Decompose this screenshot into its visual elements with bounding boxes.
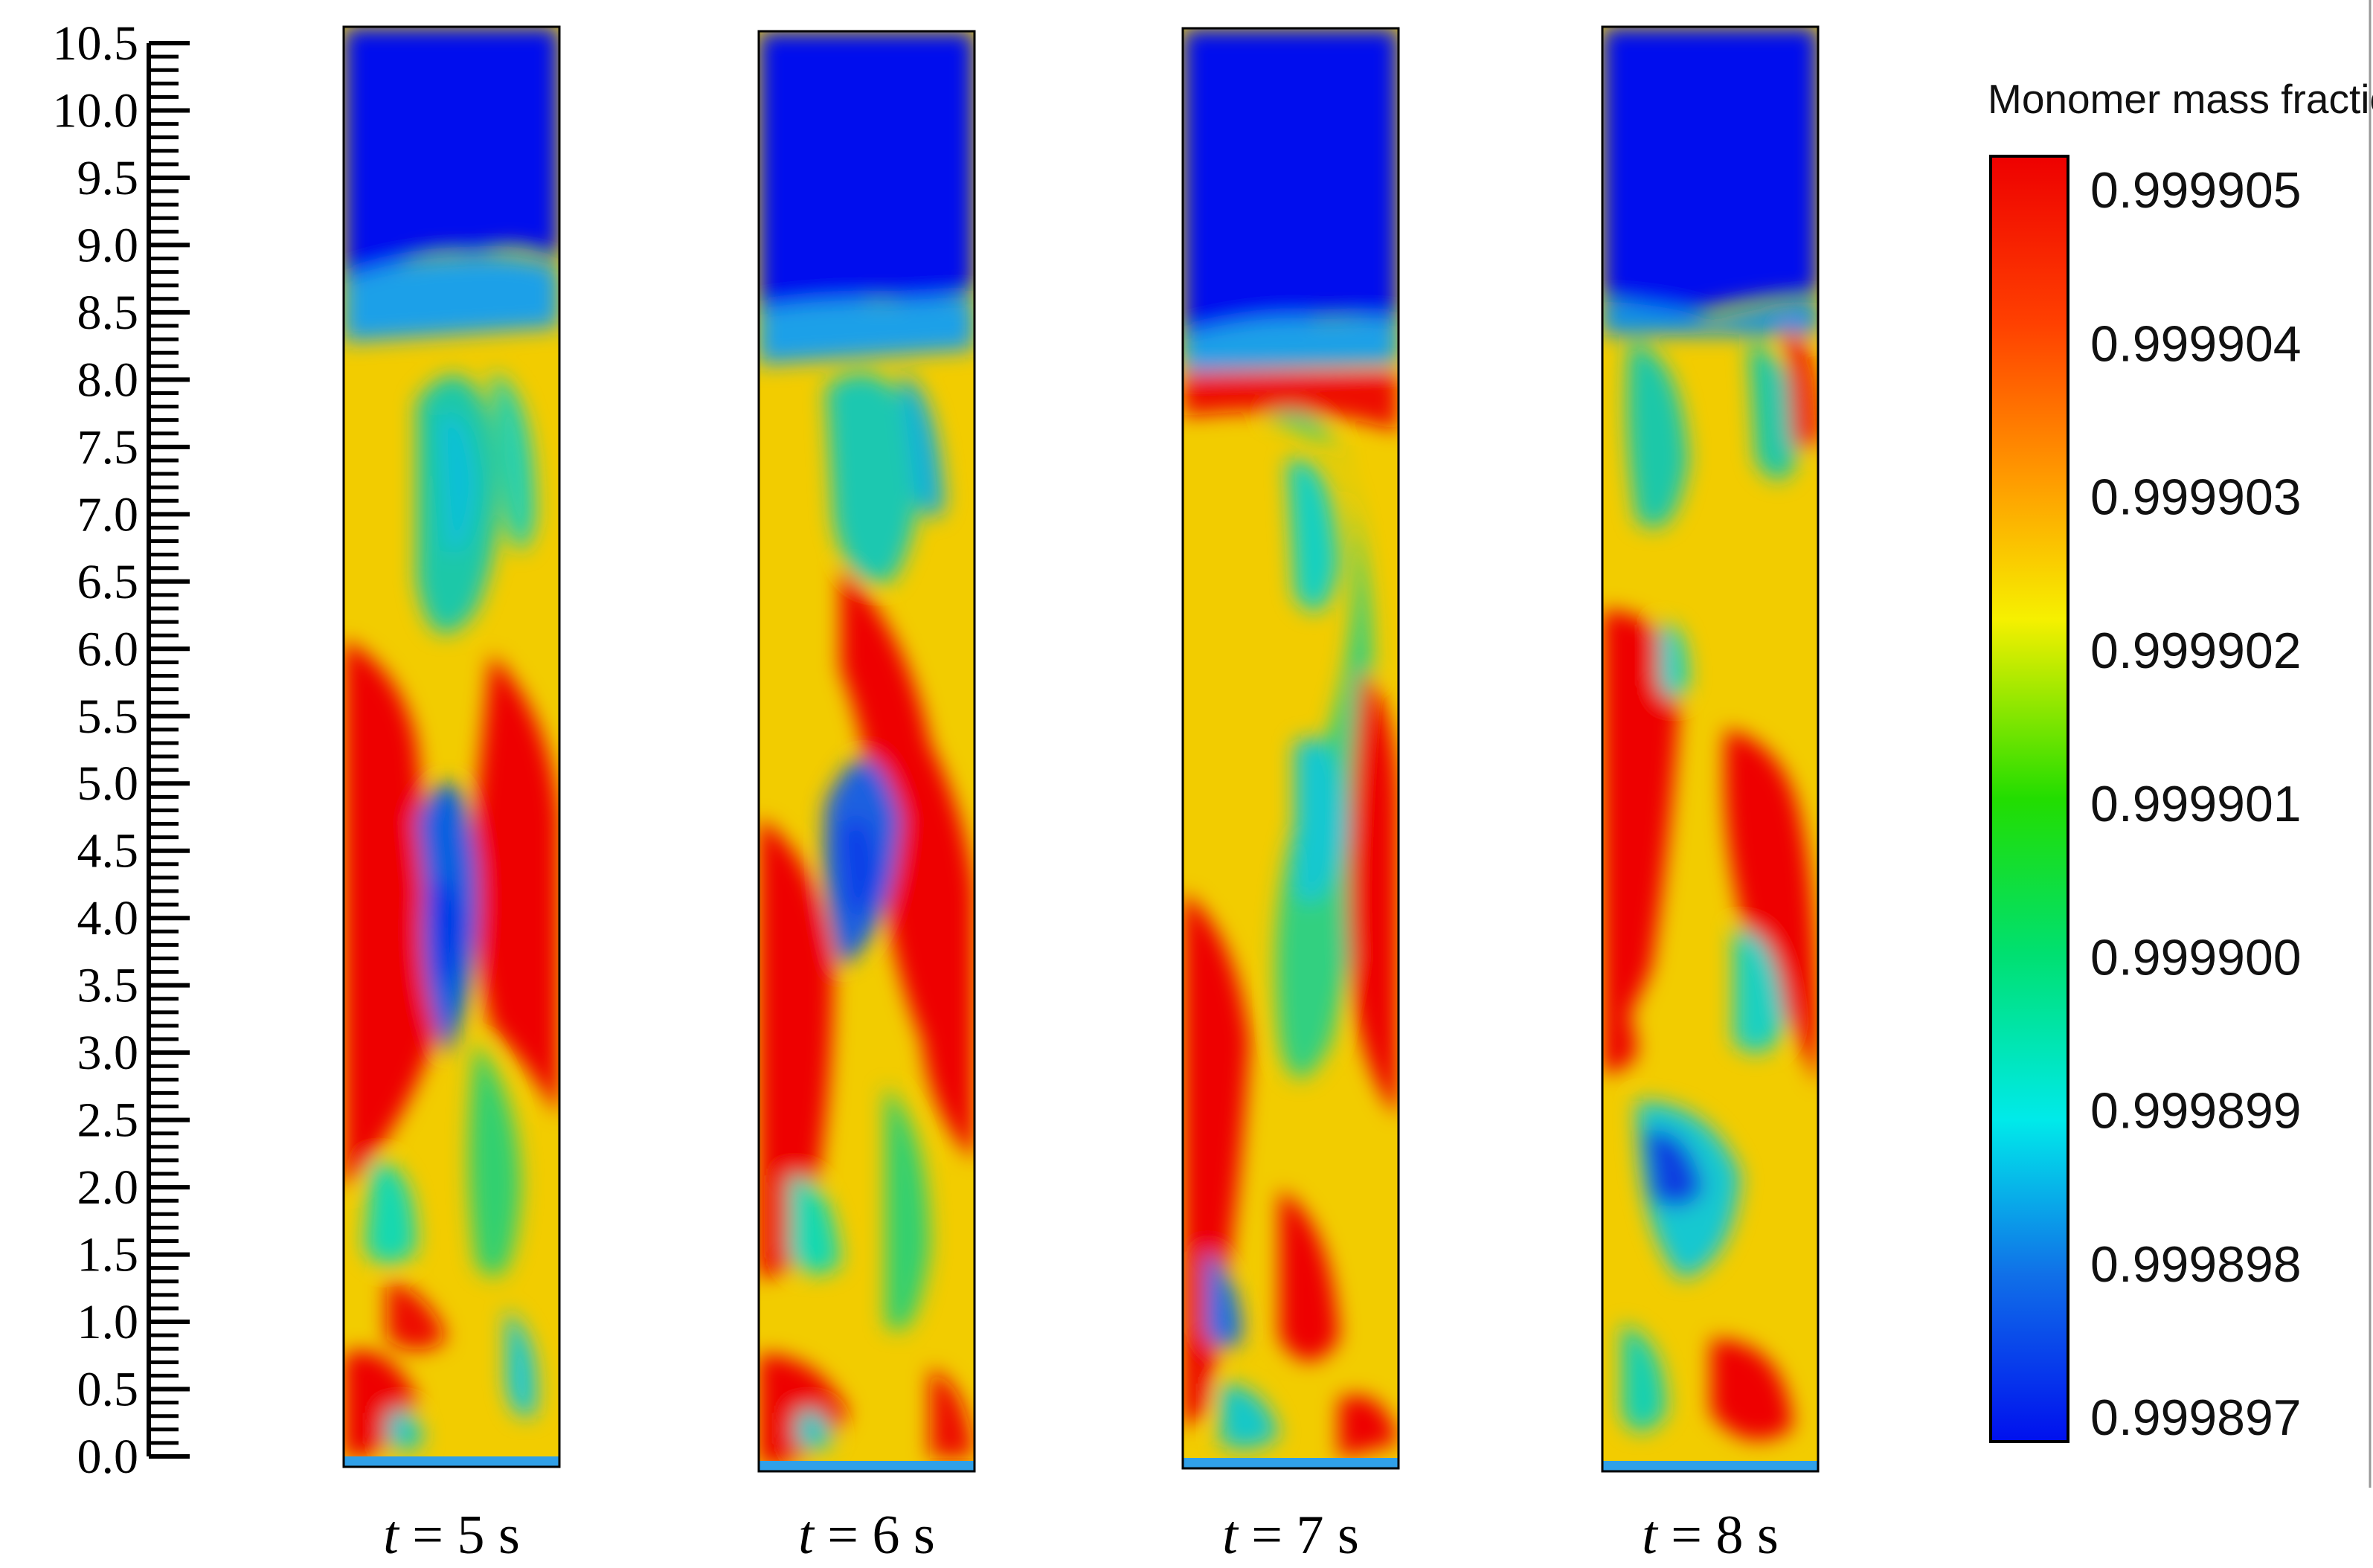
y-tick-label: 0.5 (77, 1363, 139, 1417)
colorbar (1989, 155, 2069, 1443)
y-tick-label: 5.0 (77, 756, 139, 811)
y-tick-label: 4.0 (77, 891, 139, 945)
legend-value: 0.999903 (2090, 469, 2302, 526)
legend-value: 0.999904 (2090, 315, 2302, 372)
panel-frame (1601, 25, 1820, 1473)
contour-panel-2: t = 6 s (757, 30, 976, 1566)
panel-frame (1181, 27, 1400, 1470)
y-tick-label: 10.5 (53, 16, 139, 71)
y-tick-label: 7.0 (77, 487, 139, 542)
colorbar-legend: Monomer mass fraction 0.9999050.9999040.… (1988, 76, 2373, 1446)
time-label-3: t = 7 s (1222, 1505, 1359, 1566)
panel-frame (757, 30, 976, 1473)
legend-value: 0.999898 (2090, 1236, 2302, 1293)
y-tick-label: 1.0 (77, 1295, 139, 1349)
time-label-4: t = 8 s (1642, 1505, 1779, 1566)
legend-value: 0.999905 (2090, 162, 2302, 219)
y-tick-label: 5.5 (77, 690, 139, 744)
time-label-2: t = 6 s (798, 1505, 935, 1566)
y-tick-label: 6.0 (77, 622, 139, 676)
y-tick-label: 0.0 (77, 1430, 139, 1484)
y-axis-major-ticks (149, 41, 190, 1459)
y-tick-label: 4.5 (77, 824, 139, 878)
y-axis-tick-labels: 10.5 10.0 9.5 9.0 8.5 8.0 7.5 7.0 6.5 6.0 5.5 5.0 4.… (53, 16, 139, 1484)
y-tick-label: 8.5 (77, 286, 139, 340)
y-tick-label: 9.0 (77, 218, 139, 272)
y-axis-minor-ticks (149, 54, 179, 1445)
y-tick-label: 7.5 (77, 420, 139, 475)
panel-frame (342, 25, 561, 1468)
y-tick-label: 10.0 (53, 83, 139, 138)
time-label-1: t = 5 s (383, 1505, 520, 1566)
y-tick-label: 1.5 (77, 1228, 139, 1282)
y-tick-label: 3.0 (77, 1026, 139, 1080)
contour-panel-1: t = 5 s (342, 25, 561, 1566)
y-axis: 10.5 10.0 9.5 9.0 8.5 8.0 7.5 7.0 6.5 6.0 5.5 5.0 4.… (53, 16, 190, 1484)
legend-value: 0.999899 (2090, 1083, 2302, 1140)
legend-value: 0.999900 (2090, 929, 2302, 986)
legend-labels: 0.999905 0.999904 0.999903 0.999902 0.999901… (2090, 162, 2302, 1446)
y-tick-label: 2.0 (77, 1160, 139, 1215)
legend-value: 0.999897 (2090, 1389, 2302, 1446)
legend-value: 0.999901 (2090, 776, 2302, 832)
y-tick-label: 8.0 (77, 353, 139, 407)
contour-panel-4: t = 8 s (1601, 25, 1820, 1566)
y-tick-label: 3.5 (77, 959, 139, 1013)
legend-title: Monomer mass fraction (1988, 76, 2373, 122)
contour-panel-3: t = 7 s (1181, 27, 1400, 1566)
y-tick-label: 9.5 (77, 151, 139, 205)
y-tick-label: 6.5 (77, 555, 139, 609)
legend-value: 0.999902 (2090, 623, 2302, 679)
y-tick-label: 2.5 (77, 1093, 139, 1148)
